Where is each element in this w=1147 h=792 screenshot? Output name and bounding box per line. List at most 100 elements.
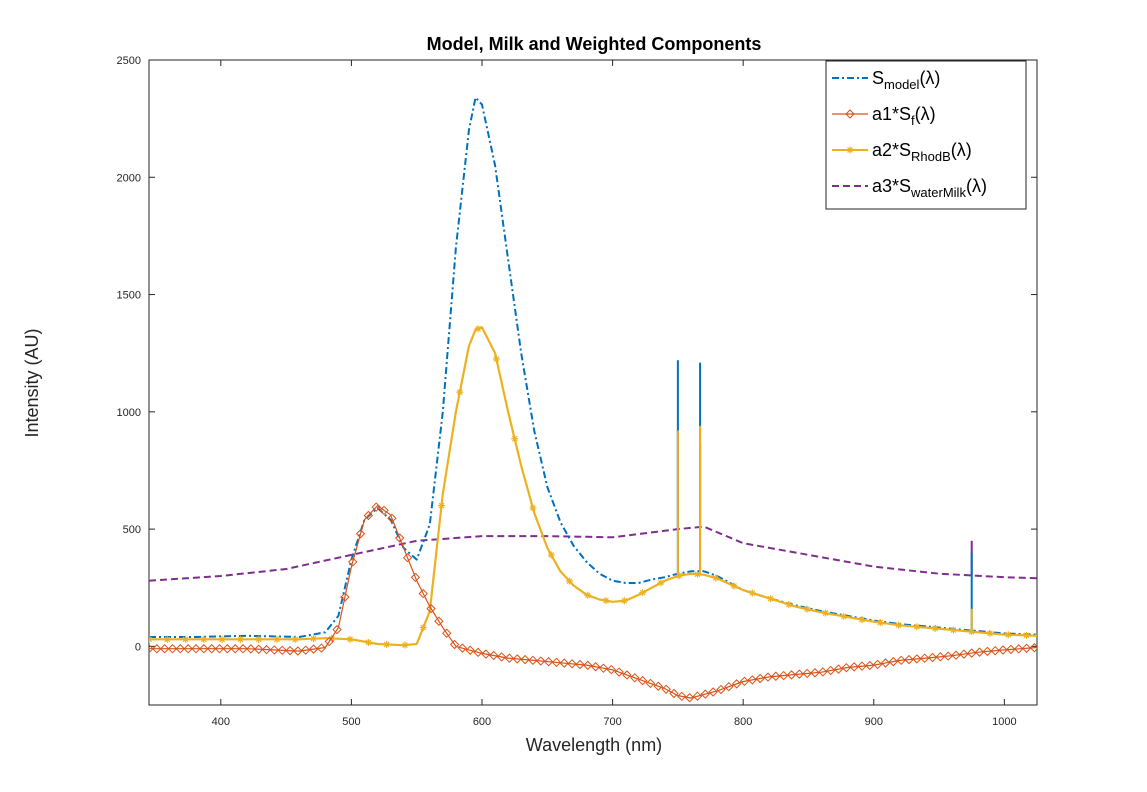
series-marker-a1 xyxy=(520,654,530,665)
series-marker-a2 xyxy=(584,591,592,599)
series-marker-a1 xyxy=(747,675,758,685)
series-marker-a1 xyxy=(536,656,546,666)
series-marker-a1 xyxy=(159,644,170,654)
series-marker-a2 xyxy=(511,435,519,443)
series-marker-a1 xyxy=(230,644,240,654)
series-layer xyxy=(149,96,1037,703)
series-a1 xyxy=(149,502,1037,703)
series-marker-a1 xyxy=(496,652,507,662)
series-marker-a1 xyxy=(700,689,711,699)
series-marker-a1 xyxy=(285,645,295,656)
series-marker-a2 xyxy=(657,579,665,587)
series-marker-a1 xyxy=(786,670,797,680)
series-marker-a2 xyxy=(236,635,244,643)
series-marker-a2 xyxy=(767,595,775,603)
series-marker-a2 xyxy=(1023,631,1031,639)
series-marker-a1 xyxy=(387,513,397,524)
series-marker-a1 xyxy=(974,647,985,657)
series-marker-a1 xyxy=(684,693,695,703)
series-marker-a1 xyxy=(379,505,389,516)
series-marker-a1 xyxy=(982,646,993,657)
y-tick-label: 0 xyxy=(135,641,141,653)
series-marker-a1 xyxy=(575,659,585,670)
series-marker-a1 xyxy=(841,663,852,673)
series-marker-a1 xyxy=(755,673,765,684)
series-marker-a2 xyxy=(273,635,281,643)
series-marker-a2 xyxy=(547,551,555,559)
series-marker-a1 xyxy=(567,659,577,669)
series-marker-a2 xyxy=(949,626,957,634)
x-tick-label: 700 xyxy=(603,716,621,728)
series-marker-a2 xyxy=(913,623,921,631)
series-marker-a1 xyxy=(175,644,186,654)
series-marker-a1 xyxy=(825,665,836,676)
series-marker-a2 xyxy=(182,635,190,643)
series-marker-a1 xyxy=(622,670,632,680)
series-marker-a2 xyxy=(492,355,500,363)
series-marker-a2 xyxy=(383,640,391,648)
series-marker-a1 xyxy=(222,644,233,654)
series-marker-a1 xyxy=(872,659,883,670)
series-marker-a1 xyxy=(410,572,421,583)
y-tick-label: 2500 xyxy=(117,55,141,67)
x-tick-label: 1000 xyxy=(992,716,1016,728)
x-axis-label: Wavelength (nm) xyxy=(526,735,662,755)
series-marker-a2 xyxy=(149,635,153,643)
series-marker-a1 xyxy=(653,681,664,691)
series-marker-a2 xyxy=(438,502,446,510)
series-marker-a1 xyxy=(152,644,162,654)
series-marker-a1 xyxy=(1006,644,1016,655)
series-marker-a2 xyxy=(1004,631,1012,639)
series-marker-a1 xyxy=(300,645,311,655)
series-marker-a2 xyxy=(730,582,738,590)
legend-item-a1: a1*Sf(λ) xyxy=(832,104,936,128)
series-marker-a2 xyxy=(639,589,647,597)
series-marker-a1 xyxy=(167,644,178,654)
chart-title: Model, Milk and Weighted Components xyxy=(427,34,762,54)
series-marker-a1 xyxy=(606,664,616,675)
series-marker-a2 xyxy=(968,628,976,636)
series-marker-a2 xyxy=(803,605,811,613)
series-marker-a2 xyxy=(693,570,701,578)
series-marker-a2 xyxy=(748,589,756,597)
legend-box xyxy=(825,60,1027,210)
series-marker-a1 xyxy=(802,668,812,679)
series-line-model xyxy=(149,96,1037,638)
series-marker-a1 xyxy=(1021,643,1032,653)
series-marker-a1 xyxy=(489,650,499,661)
series-marker-a1 xyxy=(951,650,961,660)
series-marker-a1 xyxy=(214,644,225,654)
series-marker-a1 xyxy=(442,628,452,638)
series-marker-a2 xyxy=(895,621,903,629)
series-marker-a1 xyxy=(363,510,374,521)
series-marker-a2 xyxy=(931,624,939,632)
series-marker-a2 xyxy=(821,609,829,617)
series-marker-a1 xyxy=(293,646,303,656)
series-marker-a2 xyxy=(840,612,848,620)
series-marker-a1 xyxy=(880,658,891,668)
series-marker-a1 xyxy=(778,670,789,681)
legend-marker-a2 xyxy=(846,146,854,154)
series-marker-a2 xyxy=(712,574,720,582)
series-marker-a1 xyxy=(669,688,679,699)
series-marker-a1 xyxy=(637,675,648,686)
series-marker-a1 xyxy=(465,645,475,655)
series-marker-a1 xyxy=(355,529,366,539)
series-marker-a1 xyxy=(308,644,319,654)
series-marker-a1 xyxy=(927,652,938,663)
series-marker-a2 xyxy=(255,635,263,643)
series-marker-a1 xyxy=(324,636,334,647)
series-marker-a1 xyxy=(528,655,538,666)
series-marker-a1 xyxy=(481,649,491,659)
series-marker-a1 xyxy=(598,663,609,673)
series-marker-a1 xyxy=(692,691,703,701)
series-marker-a1 xyxy=(261,644,272,655)
series-marker-a2 xyxy=(200,635,208,643)
y-tick-label: 2000 xyxy=(117,172,141,184)
series-marker-a1 xyxy=(449,639,460,650)
series-marker-a2 xyxy=(785,600,793,608)
series-marker-a1 xyxy=(763,672,773,682)
y-tick-label: 1500 xyxy=(117,290,141,302)
series-marker-a1 xyxy=(559,658,569,668)
